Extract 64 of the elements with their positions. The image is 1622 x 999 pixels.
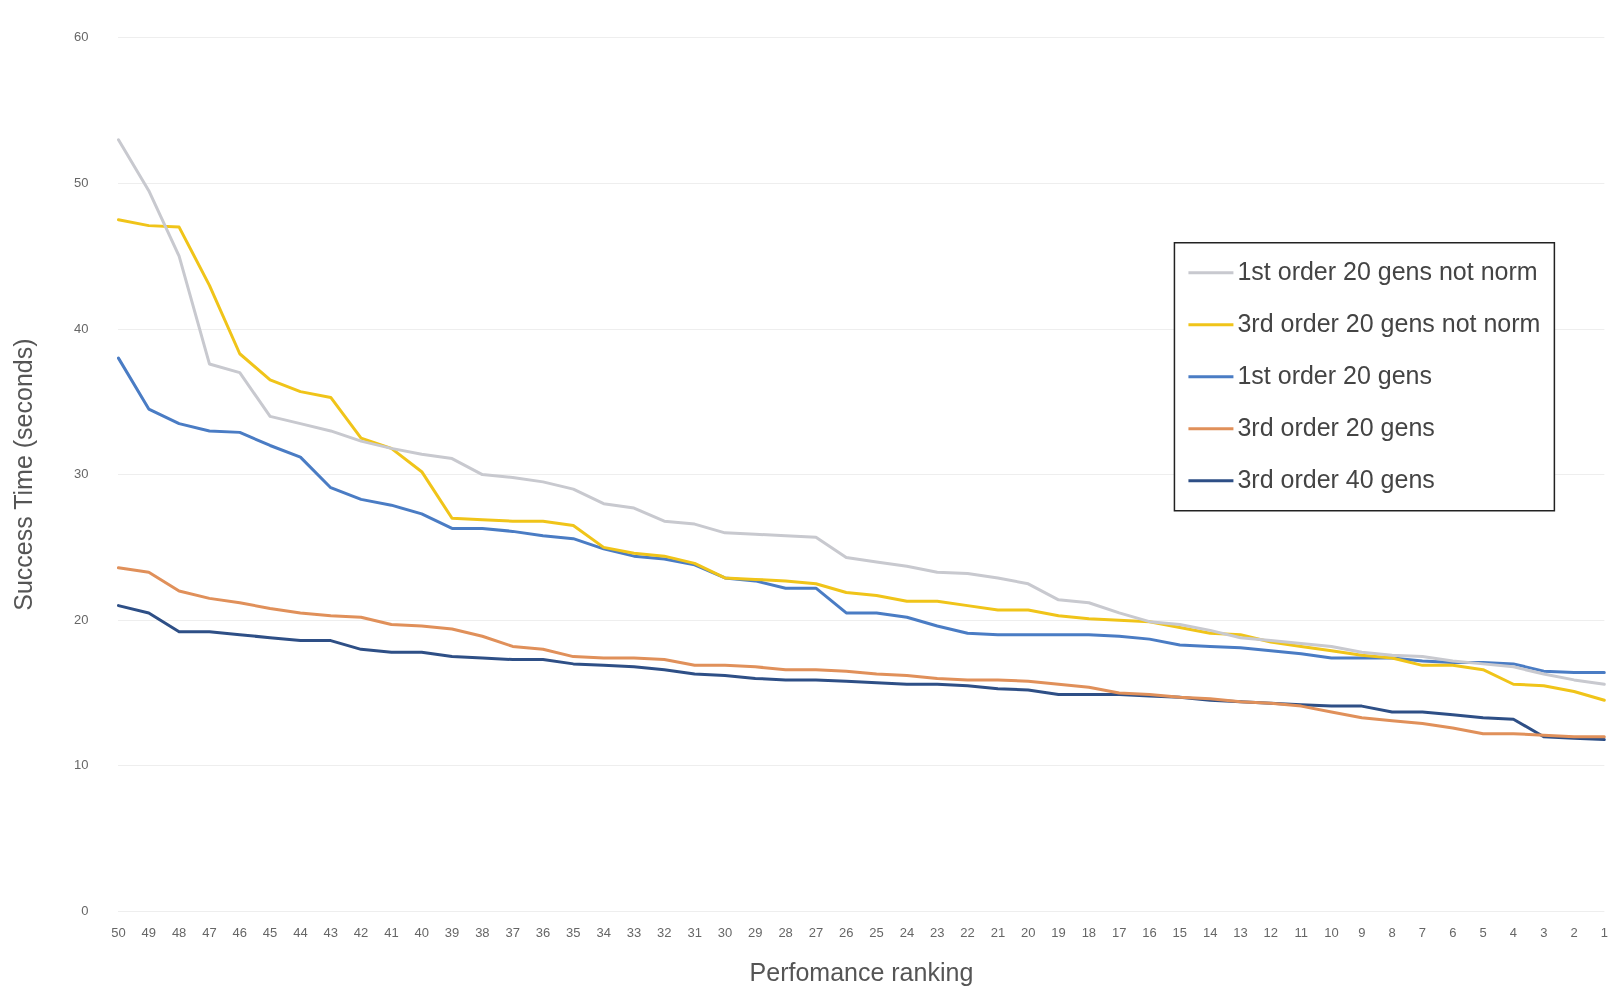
x-tick-label: 44 <box>293 924 308 940</box>
x-tick-label: 42 <box>353 924 369 940</box>
x-tick-label: 15 <box>1172 924 1188 940</box>
x-tick-label: 46 <box>232 924 247 940</box>
x-tick-label: 35 <box>566 924 581 940</box>
x-tick-label: 13 <box>1233 924 1248 940</box>
x-tick-label: 7 <box>1418 924 1427 940</box>
y-tick-label: 60 <box>73 29 89 45</box>
x-tick-label: 14 <box>1202 924 1218 940</box>
y-tick-label: 10 <box>73 757 89 773</box>
x-axis-title: Perfomance ranking <box>749 957 974 986</box>
legend-label: 3rd order 20 gens <box>1237 412 1435 441</box>
x-tick-label: 5 <box>1479 924 1487 940</box>
x-tick-label: 45 <box>262 924 278 940</box>
x-tick-label: 10 <box>1324 924 1339 940</box>
y-tick-label: 0 <box>81 902 89 918</box>
x-tick-label: 17 <box>1111 924 1127 940</box>
x-tick-label: 37 <box>505 924 520 940</box>
x-tick-label: 20 <box>1020 924 1036 940</box>
x-tick-label: 32 <box>657 924 672 940</box>
y-tick-label: 40 <box>73 320 89 336</box>
x-tick-label: 47 <box>202 924 217 940</box>
x-tick-label: 4 <box>1509 924 1518 940</box>
legend-label: 1st order 20 gens not norm <box>1237 256 1538 285</box>
y-tick-label: 50 <box>73 174 89 190</box>
y-tick-label: 20 <box>73 611 89 627</box>
x-tick-label: 50 <box>111 924 126 940</box>
legend-label: 3rd order 20 gens not norm <box>1237 308 1541 337</box>
x-tick-label: 49 <box>141 924 157 940</box>
x-tick-label: 41 <box>384 924 399 940</box>
x-tick-label: 24 <box>899 924 915 940</box>
x-tick-label: 22 <box>960 924 975 940</box>
x-tick-label: 34 <box>596 924 611 940</box>
x-tick-label: 40 <box>414 924 429 940</box>
x-tick-label: 27 <box>808 924 824 940</box>
x-tick-label: 43 <box>323 924 338 940</box>
x-tick-label: 16 <box>1142 924 1157 940</box>
x-tick-label: 31 <box>687 924 702 940</box>
x-tick-label: 3 <box>1540 924 1548 940</box>
x-tick-label: 2 <box>1570 924 1578 940</box>
y-tick-label: 30 <box>73 466 89 482</box>
y-axis-title: Success Time (seconds) <box>8 338 37 611</box>
x-tick-label: 19 <box>1051 924 1066 940</box>
x-tick-label: 30 <box>717 924 733 940</box>
x-tick-label: 18 <box>1081 924 1097 940</box>
x-tick-label: 12 <box>1263 924 1279 940</box>
legend-label: 3rd order 40 gens <box>1237 464 1435 493</box>
x-tick-label: 28 <box>778 924 793 940</box>
legend-label: 1st order 20 gens <box>1237 360 1433 389</box>
x-tick-label: 1 <box>1600 924 1608 940</box>
x-tick-label: 11 <box>1294 924 1308 940</box>
x-tick-label: 8 <box>1388 924 1396 940</box>
x-tick-label: 38 <box>475 924 490 940</box>
x-tick-label: 33 <box>626 924 642 940</box>
x-tick-label: 48 <box>171 924 187 940</box>
x-tick-label: 29 <box>748 924 763 940</box>
x-tick-label: 36 <box>535 924 551 940</box>
x-tick-label: 25 <box>869 924 884 940</box>
x-tick-label: 9 <box>1358 924 1366 940</box>
x-tick-label: 23 <box>930 924 945 940</box>
x-tick-label: 6 <box>1449 924 1457 940</box>
x-tick-label: 21 <box>990 924 1006 940</box>
x-tick-label: 39 <box>444 924 460 940</box>
x-tick-label: 26 <box>839 924 854 940</box>
